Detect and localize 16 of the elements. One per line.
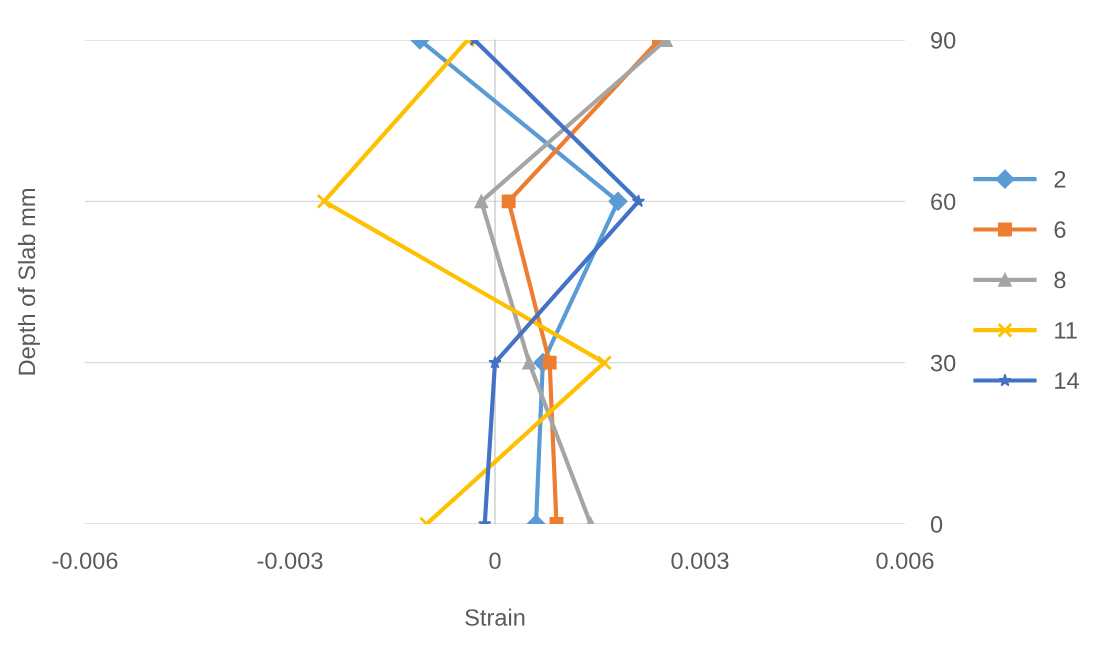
legend-label: 8 [1054,271,1066,289]
y-tick-label: 30 [930,354,956,372]
y-axis-title: Depth of Slab mm [17,189,40,375]
legend-label: 6 [1054,221,1066,238]
legend-label: 2 [1054,170,1066,188]
x-tick-label: -0.006 [52,552,118,570]
x-tick-label: -0.003 [257,552,323,570]
legend-label: 14 [1055,372,1079,389]
y-tick-label: 90 [931,32,956,49]
legend-label: 11 [1055,322,1077,339]
x-tick-label: 0.006 [876,552,934,570]
x-tick-label: 0.003 [671,552,729,570]
y-tick-label: 0 [930,516,943,533]
x-tick-label: 0 [489,552,501,570]
y-tick-label: 60 [931,193,956,211]
x-axis-title: Strain [465,608,525,626]
